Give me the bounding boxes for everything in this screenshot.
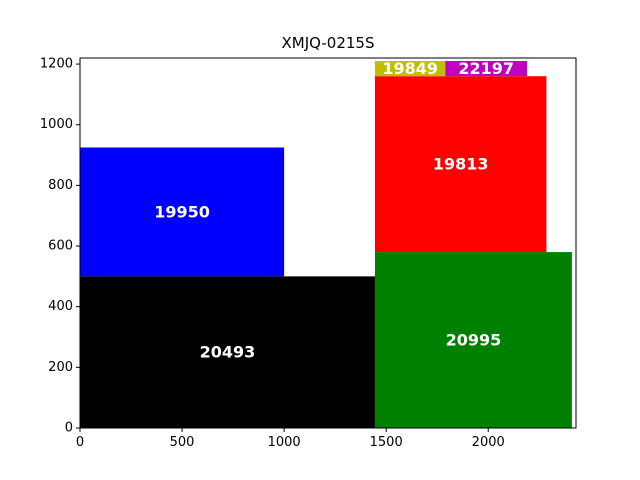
x-tick-label: 1000 [268, 435, 301, 450]
y-tick-label: 1000 [40, 117, 73, 132]
treemap-label-19849: 19849 [382, 59, 438, 78]
x-tick-label: 500 [170, 435, 195, 450]
treemap-rect-19849 [374, 61, 446, 77]
treemap-label-19950: 19950 [154, 202, 210, 221]
y-tick-label: 600 [48, 239, 73, 254]
treemap-rect-19813 [374, 76, 547, 253]
treemap-rect-20995 [374, 252, 572, 428]
treemap-rect-20493 [80, 276, 375, 428]
y-tick-label: 200 [48, 360, 73, 375]
treemap-label-20493: 20493 [200, 343, 256, 362]
plot-area: 20493 19950 20995 19813 19849 22197 [80, 59, 572, 428]
treemap-label-19813: 19813 [433, 155, 489, 174]
x-tick-label: 0 [76, 435, 84, 450]
x-tick-label: 1500 [370, 435, 403, 450]
treemap-label-20995: 20995 [446, 331, 502, 350]
y-tick-label: 1200 [40, 57, 73, 72]
y-tick-label: 800 [48, 178, 73, 193]
chart-title: XMJQ-0215S [282, 34, 375, 52]
y-tick-label: 0 [65, 421, 73, 436]
y-axis: 0 200 400 600 800 1000 1200 [40, 57, 80, 436]
treemap-rect-22197 [445, 61, 528, 77]
treemap-label-22197: 22197 [458, 59, 514, 78]
treemap-rect-19950 [80, 147, 285, 277]
x-axis: 0 500 1000 1500 2000 [76, 428, 505, 450]
y-tick-label: 400 [48, 299, 73, 314]
x-tick-label: 2000 [472, 435, 505, 450]
axes-frame [79, 57, 577, 429]
